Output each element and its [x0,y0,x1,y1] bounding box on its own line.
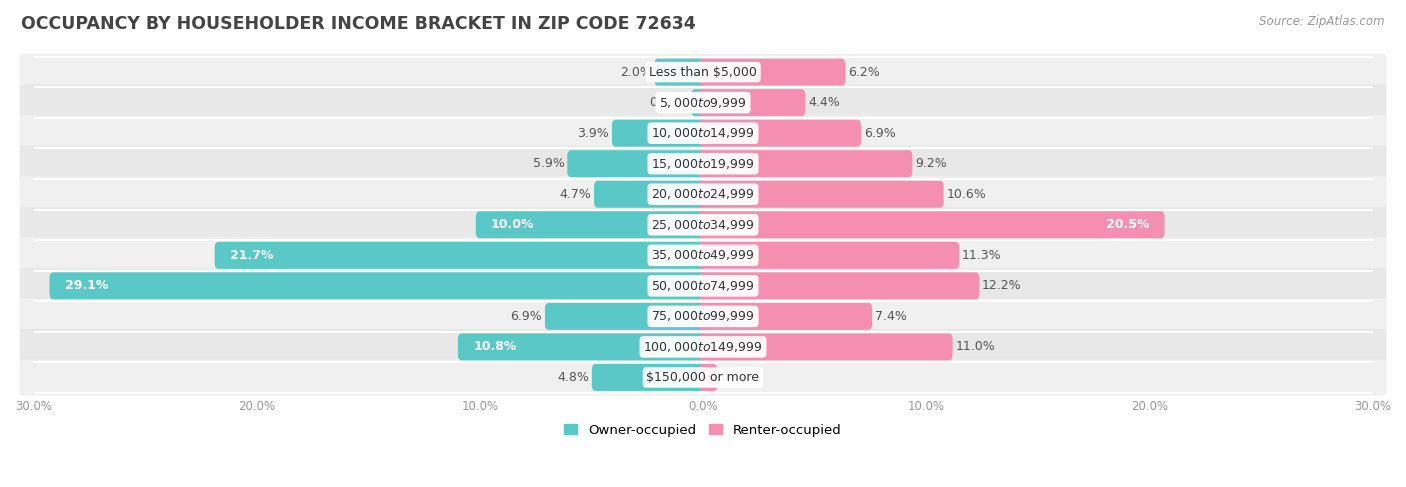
Text: OCCUPANCY BY HOUSEHOLDER INCOME BRACKET IN ZIP CODE 72634: OCCUPANCY BY HOUSEHOLDER INCOME BRACKET … [21,15,696,33]
Text: 5.9%: 5.9% [533,157,565,170]
Text: 10.6%: 10.6% [946,188,986,201]
FancyBboxPatch shape [699,150,912,177]
Text: 29.1%: 29.1% [65,280,108,292]
FancyBboxPatch shape [475,211,707,238]
Text: $100,000 to $149,999: $100,000 to $149,999 [644,340,762,354]
Text: $10,000 to $14,999: $10,000 to $14,999 [651,126,755,140]
Text: 4.8%: 4.8% [557,371,589,384]
Text: $75,000 to $99,999: $75,000 to $99,999 [651,309,755,323]
FancyBboxPatch shape [546,303,707,330]
FancyBboxPatch shape [567,150,707,177]
FancyBboxPatch shape [458,334,707,360]
Text: 11.3%: 11.3% [962,249,1001,262]
Text: 6.2%: 6.2% [848,66,880,78]
FancyBboxPatch shape [20,237,1386,273]
Text: $25,000 to $34,999: $25,000 to $34,999 [651,218,755,232]
FancyBboxPatch shape [699,58,845,86]
FancyBboxPatch shape [20,329,1386,365]
Text: 11.0%: 11.0% [955,340,995,354]
FancyBboxPatch shape [612,120,707,147]
FancyBboxPatch shape [699,272,980,300]
FancyBboxPatch shape [20,207,1386,243]
Text: Source: ZipAtlas.com: Source: ZipAtlas.com [1260,15,1385,28]
FancyBboxPatch shape [20,268,1386,304]
Text: 6.9%: 6.9% [863,127,896,140]
Text: $50,000 to $74,999: $50,000 to $74,999 [651,279,755,293]
Text: Less than $5,000: Less than $5,000 [650,66,756,78]
FancyBboxPatch shape [699,364,717,391]
Text: 9.2%: 9.2% [915,157,946,170]
FancyBboxPatch shape [699,89,806,116]
FancyBboxPatch shape [49,272,707,300]
Text: 0.34%: 0.34% [650,96,689,109]
Text: 0.46%: 0.46% [720,371,759,384]
Text: 6.9%: 6.9% [510,310,543,323]
FancyBboxPatch shape [692,89,707,116]
FancyBboxPatch shape [699,334,952,360]
Text: 10.8%: 10.8% [474,340,516,354]
FancyBboxPatch shape [20,146,1386,182]
Text: 3.9%: 3.9% [578,127,609,140]
FancyBboxPatch shape [20,85,1386,121]
Text: 2.0%: 2.0% [620,66,651,78]
Text: 7.4%: 7.4% [875,310,907,323]
FancyBboxPatch shape [20,176,1386,212]
Text: $5,000 to $9,999: $5,000 to $9,999 [659,95,747,110]
Text: 20.5%: 20.5% [1107,218,1149,231]
FancyBboxPatch shape [20,359,1386,395]
FancyBboxPatch shape [20,115,1386,151]
FancyBboxPatch shape [20,299,1386,335]
FancyBboxPatch shape [20,54,1386,90]
Text: 10.0%: 10.0% [491,218,534,231]
FancyBboxPatch shape [595,181,707,208]
Text: $20,000 to $24,999: $20,000 to $24,999 [651,187,755,201]
Text: $35,000 to $49,999: $35,000 to $49,999 [651,248,755,262]
FancyBboxPatch shape [699,181,943,208]
FancyBboxPatch shape [654,58,707,86]
Text: 12.2%: 12.2% [981,280,1022,292]
FancyBboxPatch shape [699,303,872,330]
FancyBboxPatch shape [699,242,959,269]
Text: $150,000 or more: $150,000 or more [647,371,759,384]
Text: 21.7%: 21.7% [231,249,273,262]
FancyBboxPatch shape [699,211,1164,238]
Legend: Owner-occupied, Renter-occupied: Owner-occupied, Renter-occupied [560,418,846,442]
Text: $15,000 to $19,999: $15,000 to $19,999 [651,157,755,171]
Text: 4.4%: 4.4% [808,96,839,109]
Text: 4.7%: 4.7% [560,188,592,201]
FancyBboxPatch shape [215,242,707,269]
FancyBboxPatch shape [699,120,860,147]
FancyBboxPatch shape [592,364,707,391]
